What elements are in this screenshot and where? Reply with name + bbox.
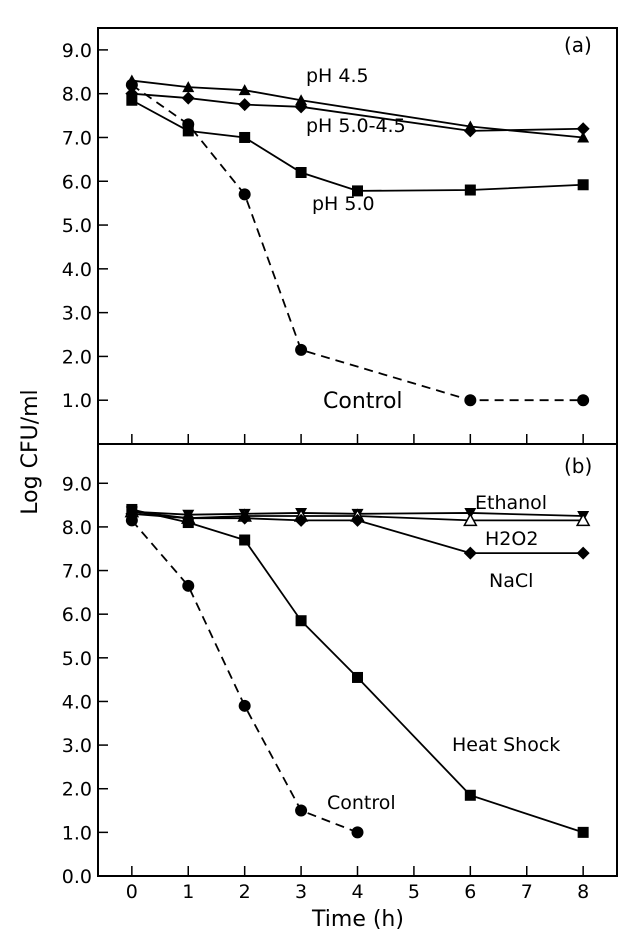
point-a-0-2: [238, 84, 251, 96]
point-b-3-2: [239, 534, 251, 546]
label-ethanol: Ethanol: [475, 492, 547, 514]
x-tick-label-1: 1: [182, 881, 194, 903]
series-line-a-1: [131, 92, 584, 132]
label-nacl: NaCl: [489, 570, 533, 592]
point-b-1-6: [575, 512, 591, 527]
point-a-3-3: [295, 343, 308, 356]
point-a-1-4: [463, 124, 477, 138]
point-b-4-4: [351, 826, 364, 839]
y-axis-title: Log CFU/ml: [18, 389, 43, 514]
x-tick-label-5: 5: [408, 881, 420, 903]
point-a-2-3: [295, 167, 307, 179]
y-tick-label-b-7: 7.0: [62, 561, 92, 583]
point-b-3-1: [182, 517, 194, 529]
y-tick-label-a-6: 7.0: [62, 127, 92, 149]
label-heat-shock: Heat Shock: [452, 734, 560, 756]
series-line-a-3: [131, 84, 584, 402]
y-tick-label-b-4: 4.0: [62, 691, 92, 713]
y-tick-label-a-2: 3.0: [62, 303, 92, 325]
y-tick-label-b-1: 1.0: [62, 822, 92, 844]
point-a-1-5: [576, 122, 590, 136]
y-tick-label-a-1: 2.0: [62, 346, 92, 368]
y-tick-label-b-3: 3.0: [62, 735, 92, 757]
point-b-4-3: [295, 804, 308, 817]
panel-a-frame: [97, 27, 618, 445]
x-tick-label-8: 8: [577, 881, 589, 903]
panel-b-series: [124, 503, 591, 839]
point-a-2-4: [352, 185, 363, 197]
panel-a-tag: (a): [564, 33, 592, 57]
y-tick-label-a-3: 4.0: [62, 259, 92, 281]
series-line-a-0: [131, 79, 584, 139]
y-tick-label-b-9: 9.0: [62, 473, 92, 495]
point-b-3-3: [295, 615, 307, 627]
point-a-1-2: [238, 98, 252, 112]
label-ph45: pH 4.5: [306, 65, 369, 87]
point-a-3-4: [464, 394, 477, 407]
point-a-2-5: [464, 184, 476, 196]
x-axis-title: Time (h): [311, 907, 404, 932]
y-tick-label-a-7: 8.0: [62, 84, 92, 106]
point-b-3-4: [352, 671, 363, 683]
panel-b-axes: 0 1 2 3 4 5 6 7 8 0.0 1.0 2.0 3.0 4.0 5.0 6.0 7.0 8.0 9.0: [62, 473, 589, 903]
point-a-2-1: [182, 125, 194, 137]
panel-b-tag: (b): [564, 454, 592, 478]
point-a-0-3: [295, 94, 308, 106]
point-b-4-1: [182, 579, 195, 592]
label-h2o2: H2O2: [485, 528, 538, 550]
point-a-2-6: [577, 179, 589, 191]
y-tick-label-a-0: 1.0: [62, 390, 92, 412]
label-control-a: Control: [323, 389, 403, 414]
point-b-3-6: [577, 826, 589, 838]
y-tick-label-b-8: 8.0: [62, 517, 92, 539]
x-tick-label-7: 7: [521, 881, 533, 903]
point-a-3-1: [182, 118, 195, 131]
point-b-2-4: [351, 513, 364, 527]
y-tick-label-b-6: 6.0: [62, 604, 92, 626]
x-tick-label-2: 2: [239, 881, 251, 903]
label-control-b: Control: [327, 792, 396, 814]
y-tick-label-a-8: 9.0: [62, 40, 92, 62]
label-ph50: pH 5.0: [312, 193, 375, 215]
point-b-2-2: [238, 511, 252, 525]
y-tick-label-b-5: 5.0: [62, 648, 92, 670]
point-a-1-3: [294, 100, 308, 114]
point-b-2-6: [576, 546, 590, 560]
x-tick-label-6: 6: [464, 881, 476, 903]
point-b-1-5: [463, 512, 478, 527]
point-a-2-0: [126, 94, 138, 106]
series-line-b-3: [131, 508, 584, 834]
point-b-3-5: [464, 789, 476, 801]
series-line-a-2: [131, 99, 584, 192]
point-b-2-3: [294, 513, 308, 527]
point-b-3-0: [126, 503, 138, 515]
point-a-3-0: [125, 78, 138, 91]
point-a-2-2: [239, 131, 251, 143]
point-a-3-2: [238, 188, 251, 201]
y-tick-label-b-2: 2.0: [62, 779, 92, 801]
label-ph50-45: pH 5.0-4.5: [306, 115, 406, 137]
panel-a-axes: 1.0 2.0 3.0 4.0 5.0 6.0 7.0 8.0 9.0: [62, 40, 584, 444]
point-a-3-5: [577, 394, 590, 407]
point-b-2-5: [463, 546, 477, 560]
y-tick-label-b-0: 0.0: [62, 866, 92, 888]
series-line-b-4: [131, 519, 358, 834]
x-tick-label-0: 0: [126, 881, 138, 903]
point-b-4-2: [238, 699, 251, 712]
point-a-0-1: [182, 81, 195, 93]
x-tick-label-3: 3: [295, 881, 307, 903]
x-tick-label-4: 4: [351, 881, 363, 903]
point-a-1-1: [181, 91, 195, 105]
point-b-4-0: [125, 514, 138, 527]
y-tick-label-a-5: 6.0: [62, 171, 92, 193]
panel-a-series: [125, 74, 590, 407]
point-a-0-5: [577, 131, 590, 143]
y-tick-label-a-4: 5.0: [62, 215, 92, 237]
